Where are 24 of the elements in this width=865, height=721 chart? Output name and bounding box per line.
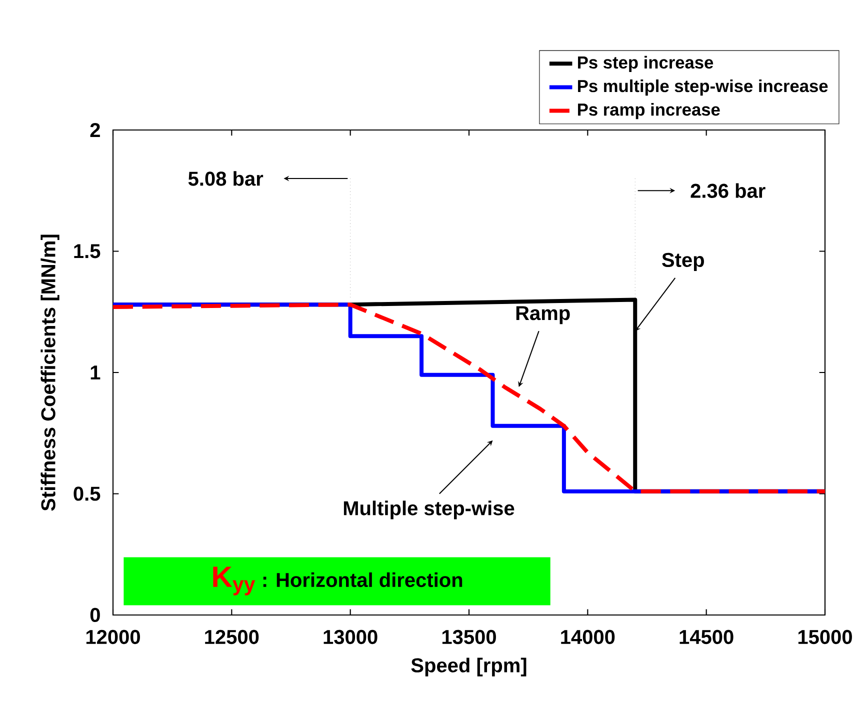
- x-tick-label: 14500: [680, 630, 734, 644]
- x-tick-label: 13000: [324, 630, 378, 644]
- legend-label: Ps step increase: [578, 56, 714, 72]
- legend-label: Ps ramp increase: [578, 103, 720, 120]
- y-tick-label: 1: [90, 366, 100, 380]
- annotation: K$_{yy}$: [213, 566, 256, 596]
- annotation: : Horizontal direction: [263, 572, 462, 588]
- ref-line-label: 5.08 bar: [188, 171, 264, 186]
- annotation: Step: [662, 252, 704, 271]
- legend-label: Ps multiple step-wise increase: [578, 79, 828, 96]
- ref-line-label: 2.36 bar: [690, 183, 766, 198]
- x-tick-label: 15000: [798, 630, 852, 644]
- x-tick-label: 12000: [86, 630, 140, 644]
- y-tick-label: 1.5: [74, 244, 100, 258]
- annotation: Ramp: [516, 306, 570, 324]
- x-tick-label: 13500: [442, 630, 496, 644]
- y-tick-label: 2: [90, 123, 100, 137]
- y-tick-label: 0: [90, 608, 100, 622]
- x-tick-label: 12500: [205, 630, 259, 644]
- y-tick-label: 0.5: [74, 486, 100, 501]
- x-axis-title: Speed [rpm]: [411, 658, 526, 676]
- annotation: Multiple step-wise: [344, 500, 514, 520]
- y-axis-title: Stiffness Coefficients [MN/m]: [40, 234, 60, 511]
- x-tick-label: 14000: [561, 630, 615, 644]
